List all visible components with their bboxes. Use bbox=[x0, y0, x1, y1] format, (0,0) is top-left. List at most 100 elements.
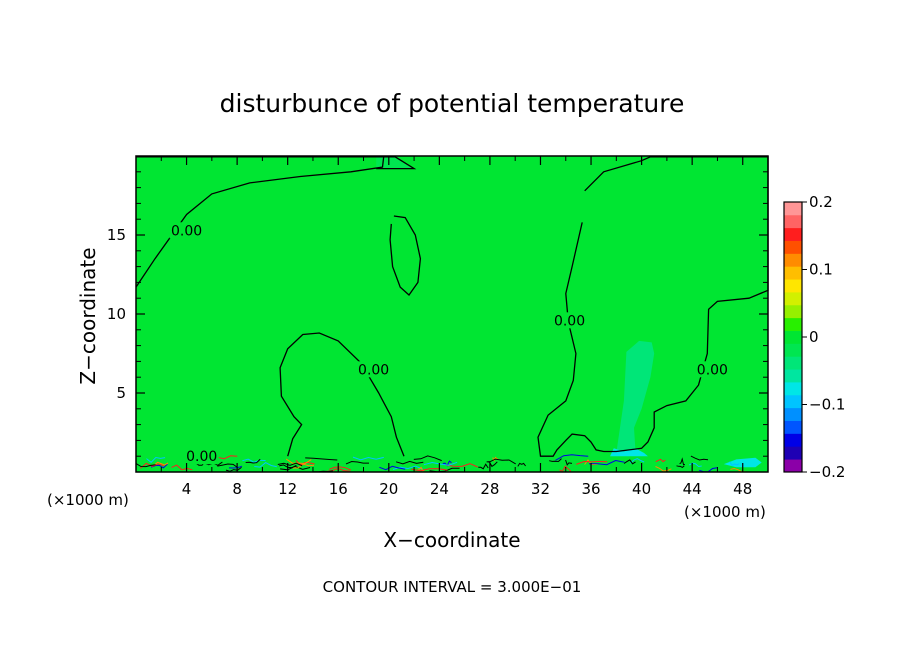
surface-contour bbox=[345, 460, 369, 465]
surface-contour bbox=[413, 455, 442, 462]
colorbar-swatch bbox=[784, 446, 802, 460]
contour-region bbox=[610, 448, 648, 457]
colorbar-swatch bbox=[784, 292, 802, 306]
surface-contour bbox=[576, 460, 608, 465]
colorbar-tick-label: 0.1 bbox=[809, 261, 833, 279]
contour-line bbox=[279, 332, 405, 457]
surface-contour bbox=[153, 461, 169, 466]
x-axis-label: X−coordinate bbox=[383, 528, 520, 552]
contour-region bbox=[280, 333, 404, 457]
y-tick-label: 10 bbox=[107, 305, 126, 323]
surface-contour bbox=[655, 458, 666, 463]
surface-contour bbox=[729, 461, 740, 467]
contour-label: 0.00 bbox=[697, 362, 728, 378]
colorbar-swatch bbox=[784, 369, 802, 383]
surface-contour bbox=[676, 465, 685, 468]
surface-contour bbox=[478, 463, 489, 470]
colorbar-tick-label: 0.2 bbox=[809, 193, 833, 211]
surface-contour bbox=[242, 458, 266, 463]
x-tick-label: 40 bbox=[632, 480, 651, 498]
x-tick-label: 12 bbox=[278, 480, 297, 498]
colorbar-swatch bbox=[784, 330, 802, 344]
surface-contour bbox=[549, 458, 562, 463]
x-tick-label: 28 bbox=[480, 480, 499, 498]
contour-line bbox=[389, 215, 422, 296]
colorbar-swatch bbox=[784, 317, 802, 331]
surface-contour bbox=[517, 462, 526, 467]
contour-region bbox=[538, 156, 768, 457]
surface-contour bbox=[245, 458, 261, 464]
colorbar-tick-label: −0.1 bbox=[809, 396, 845, 414]
surface-contour bbox=[411, 468, 448, 472]
colorbar-swatch bbox=[784, 253, 802, 267]
colorbar-swatch bbox=[784, 433, 802, 447]
surface-contour bbox=[140, 462, 165, 469]
contour-line bbox=[537, 156, 769, 457]
surface-contour bbox=[285, 458, 312, 465]
x-tick-label: 32 bbox=[531, 480, 550, 498]
x-tick-label: 4 bbox=[182, 480, 192, 498]
surface-contour bbox=[446, 463, 478, 468]
y-axis-label: Z−coordinate bbox=[76, 247, 100, 384]
contour-region bbox=[376, 156, 415, 169]
y-tick-label: 15 bbox=[107, 226, 126, 244]
colorbar-swatch bbox=[784, 356, 802, 370]
colorbar-swatch bbox=[784, 202, 802, 216]
surface-contour bbox=[423, 461, 458, 466]
colorbar-swatch bbox=[784, 214, 802, 229]
surface-contour bbox=[623, 459, 636, 465]
contour-interval-note: CONTOUR INTERVAL = 3.000E−01 bbox=[323, 578, 582, 596]
x-tick-label: 20 bbox=[379, 480, 398, 498]
surface-contour bbox=[379, 465, 406, 471]
surface-contour bbox=[417, 466, 425, 472]
contour-label: 0.00 bbox=[186, 449, 217, 465]
y-tick-label: 5 bbox=[116, 384, 126, 402]
colorbar-tick-label: 0 bbox=[809, 328, 819, 346]
surface-contour bbox=[559, 465, 572, 473]
surface-contour bbox=[254, 462, 277, 468]
plot-area: 0.000.000.000.000.004 8 12 16 20 24 28 32 36 40 44… bbox=[107, 155, 769, 498]
colorbar-swatch bbox=[784, 240, 802, 254]
colorbar-swatch bbox=[784, 459, 802, 473]
surface-contour bbox=[588, 459, 625, 466]
colorbar-swatch bbox=[784, 420, 802, 434]
contour-label-bg bbox=[552, 312, 587, 329]
surface-contour bbox=[488, 458, 516, 465]
surface-contour bbox=[565, 459, 573, 466]
surface-contour bbox=[690, 455, 709, 461]
contour-label-bg bbox=[695, 361, 730, 378]
x-tick-label: 8 bbox=[232, 480, 242, 498]
x-tick-label: 36 bbox=[581, 480, 600, 498]
chart-title: disturbunce of potential temperature bbox=[220, 89, 685, 118]
colorbar-swatch bbox=[784, 394, 802, 409]
surface-contour bbox=[395, 460, 424, 465]
contour-label-bg bbox=[169, 222, 204, 239]
surface-contour bbox=[630, 458, 645, 464]
surface-contour bbox=[277, 462, 303, 467]
surface-contour bbox=[171, 464, 193, 471]
x-tick-label: 48 bbox=[733, 480, 752, 498]
surface-contour bbox=[135, 463, 156, 468]
colorbar-tick-label: −0.2 bbox=[809, 463, 845, 481]
x-axis-unit-left: (×1000 m) bbox=[47, 491, 129, 509]
surface-contour bbox=[329, 466, 351, 471]
surface-contour bbox=[225, 466, 242, 472]
x-tick-label: 24 bbox=[430, 480, 449, 498]
colorbar-swatch bbox=[784, 304, 802, 319]
contour-label: 0.00 bbox=[554, 313, 585, 329]
x-axis-unit-right: (×1000 m) bbox=[684, 503, 766, 521]
surface-contour bbox=[679, 457, 685, 466]
surface-contour bbox=[688, 462, 702, 468]
colorbar-swatch bbox=[784, 279, 802, 293]
surface-contour bbox=[305, 457, 338, 461]
surface-contour bbox=[228, 465, 243, 469]
surface-contour bbox=[655, 466, 672, 472]
colorbar-swatch bbox=[784, 266, 802, 280]
colorbar-swatch bbox=[784, 227, 802, 241]
contour-region bbox=[390, 216, 421, 295]
contour-region bbox=[136, 156, 384, 288]
colorbar-swatch bbox=[784, 407, 802, 421]
colorbar: 0.2 0.1 0 −0.1 −0.2 bbox=[783, 193, 845, 481]
surface-contour bbox=[555, 454, 589, 461]
